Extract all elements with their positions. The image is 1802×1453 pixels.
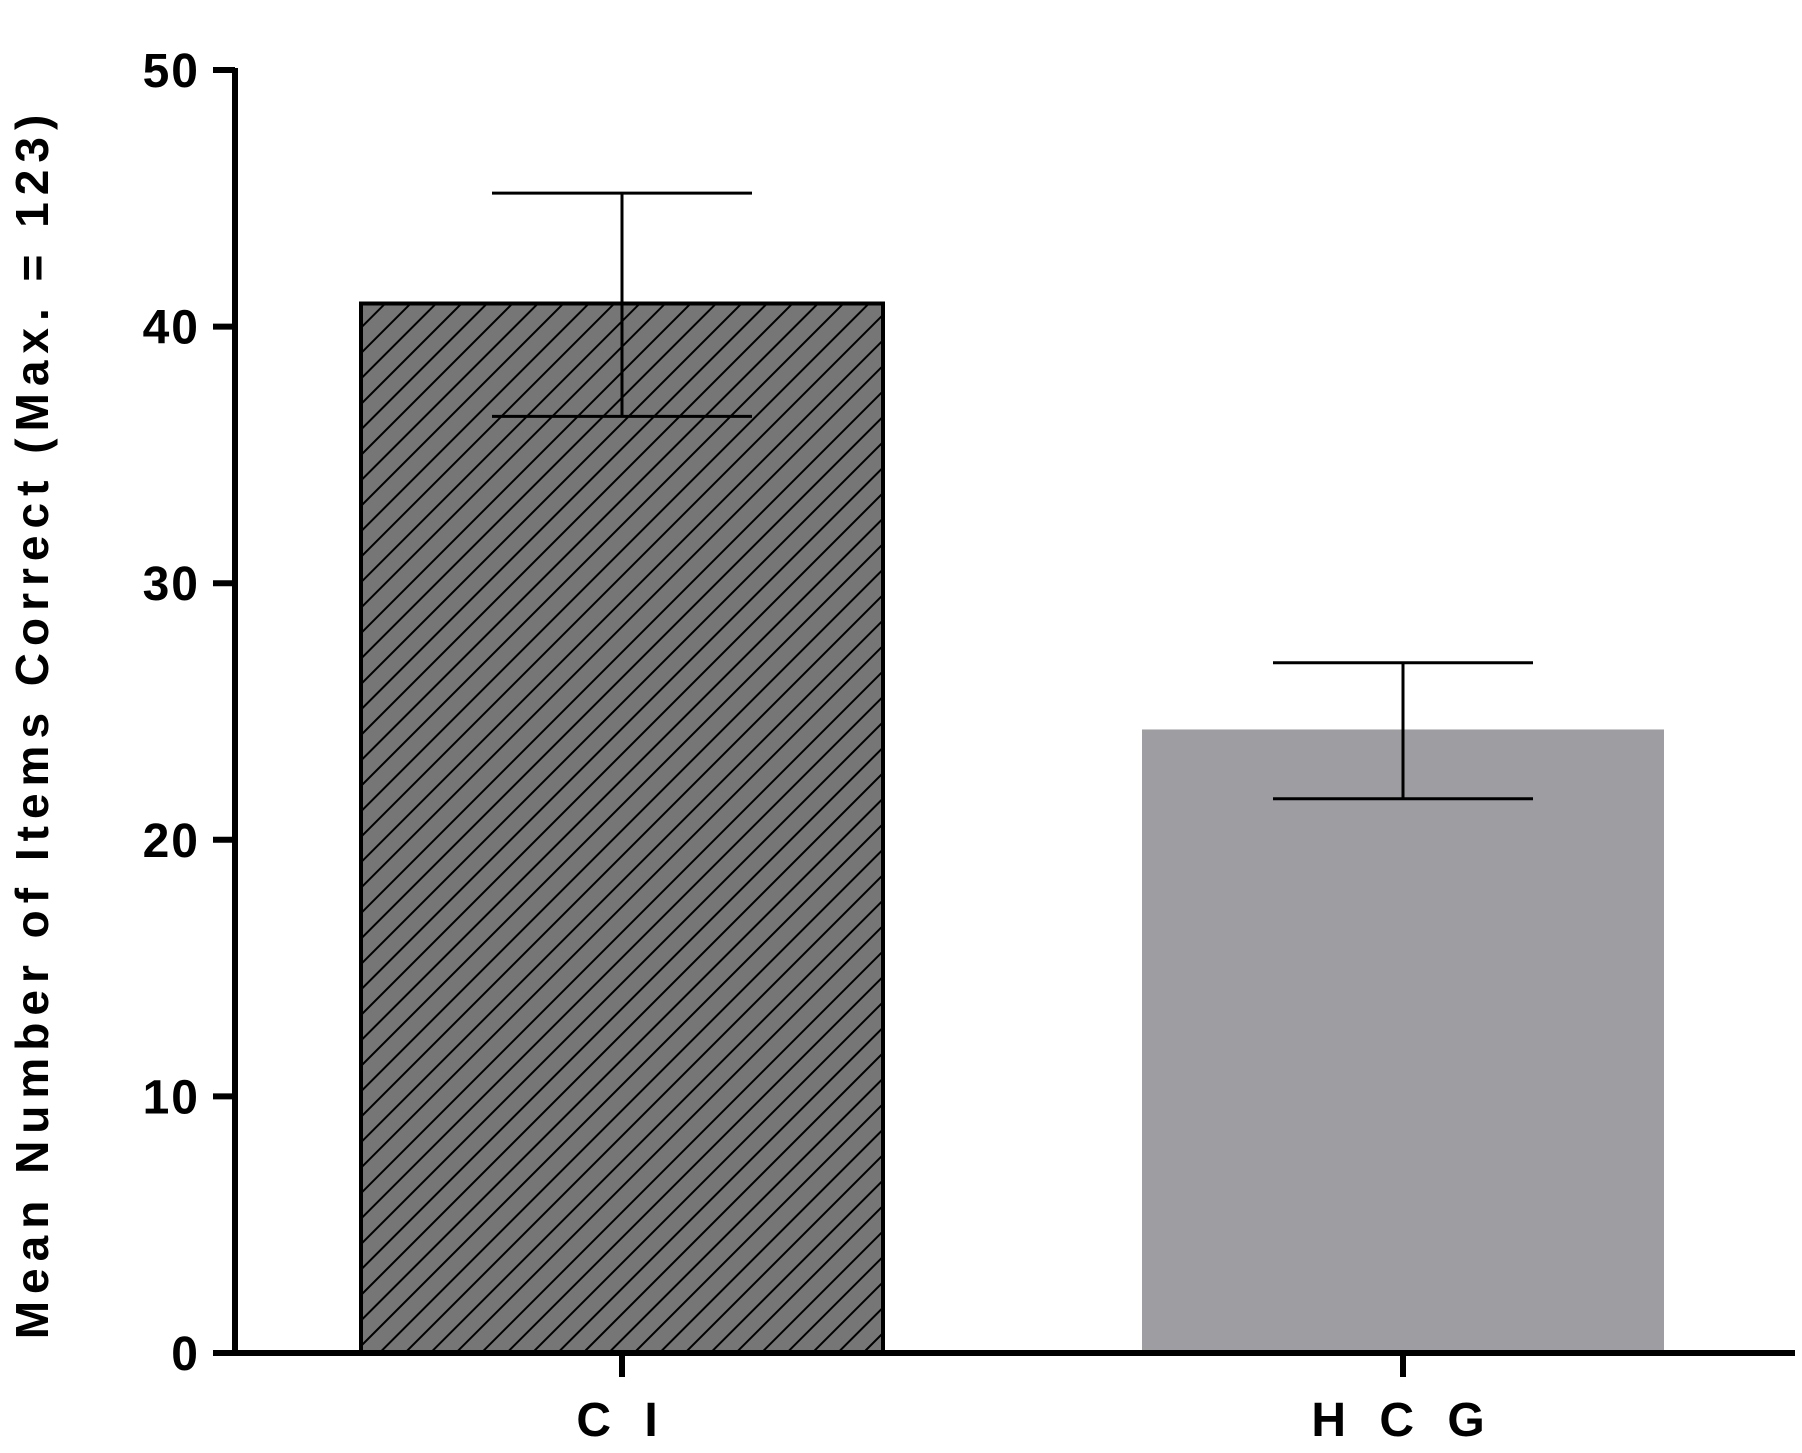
y-tick-label-2: 20: [143, 815, 200, 868]
y-tick-label-1: 10: [143, 1071, 200, 1124]
axes-layer: [213, 67, 1795, 1377]
y-axis-title: Mean Number of Items Correct (Max. = 123…: [6, 108, 58, 1340]
bar-0: [359, 301, 885, 1356]
error-bars-layer: [492, 191, 1533, 801]
y-tick-label-0: 0: [171, 1328, 200, 1381]
y-tick-label-3: 30: [143, 558, 200, 611]
labels-layer: Mean Number of Items Correct (Max. = 123…: [6, 45, 1494, 1447]
x-tick-label-1: H C G: [1311, 1394, 1494, 1447]
x-tick-label-0: C I: [576, 1394, 667, 1447]
y-tick-label-4: 40: [143, 302, 200, 355]
y-tick-label-5: 50: [143, 45, 200, 98]
bar-1: [1142, 729, 1664, 1353]
bars-layer: [359, 301, 1664, 1356]
